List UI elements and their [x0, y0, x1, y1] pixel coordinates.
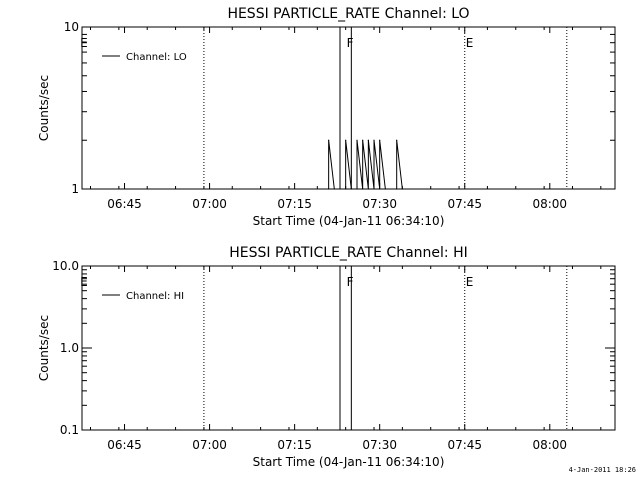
event-marker-e: E [466, 275, 474, 289]
data-point [333, 188, 335, 190]
data-point [379, 188, 381, 190]
legend-label: Channel: LO [126, 52, 187, 63]
event-marker-e: E [80, 36, 88, 50]
chart-title: HESSI PARTICLE_RATE Channel: HI [229, 245, 467, 261]
y-tick-label: 1 [71, 182, 79, 196]
y-axis-label: Counts/sec [37, 75, 51, 141]
event-marker-e: E [466, 36, 474, 50]
data-point [328, 188, 330, 190]
data-point [367, 188, 369, 190]
chart-panel-2: HESSI PARTICLE_RATE Channel: HI Start Tim… [37, 245, 616, 469]
footer-timestamp: 4-Jan-2011 18:26 [568, 466, 636, 474]
x-tick-label: 07:15 [277, 438, 312, 452]
data-point [356, 139, 358, 141]
data-point [345, 139, 347, 141]
data-point [356, 188, 358, 190]
event-marker-e: E [80, 275, 88, 289]
x-tick-label: 06:45 [107, 438, 142, 452]
data-point [362, 188, 364, 190]
chart-panel-1: HESSI PARTICLE_RATE Channel: LO Start Tim… [37, 6, 616, 228]
chart-title: HESSI PARTICLE_RATE Channel: LO [227, 6, 469, 22]
x-axis-label: Start Time (04-Jan-11 06:34:10) [253, 455, 445, 469]
x-tick-label: 07:00 [192, 197, 227, 211]
legend-label: Channel: HI [126, 291, 184, 302]
x-tick-label: 07:15 [277, 197, 312, 211]
x-axis-label: Start Time (04-Jan-11 06:34:10) [253, 214, 445, 228]
event-marker-f: F [347, 275, 354, 289]
y-axis-label: Counts/sec [37, 315, 51, 381]
x-tick-label: 07:45 [447, 438, 482, 452]
data-point [345, 188, 347, 190]
data-point [401, 188, 403, 190]
data-point [328, 139, 330, 141]
plot-frame [81, 26, 616, 190]
data-point [373, 188, 375, 190]
data-point [379, 139, 381, 141]
event-marker-f: F [347, 36, 354, 50]
x-tick-label: 06:45 [107, 197, 142, 211]
y-tick-label: 0.1 [60, 423, 79, 437]
x-tick-label: 07:30 [362, 438, 397, 452]
x-tick-label: 07:00 [192, 438, 227, 452]
data-point [396, 188, 398, 190]
x-tick-label: 08:00 [532, 197, 567, 211]
data-point [350, 188, 352, 190]
y-tick-label: 10.0 [52, 259, 79, 273]
data-point [384, 188, 386, 190]
data-point [396, 139, 398, 141]
data-point [362, 139, 364, 141]
data-point [367, 139, 369, 141]
x-tick-label: 08:00 [532, 438, 567, 452]
data-point [373, 139, 375, 141]
y-tick-label: 10 [64, 20, 79, 34]
y-tick-label: 1.0 [60, 341, 79, 355]
x-tick-label: 07:30 [362, 197, 397, 211]
series-line-1 [328, 140, 403, 190]
x-tick-label: 07:45 [447, 197, 482, 211]
